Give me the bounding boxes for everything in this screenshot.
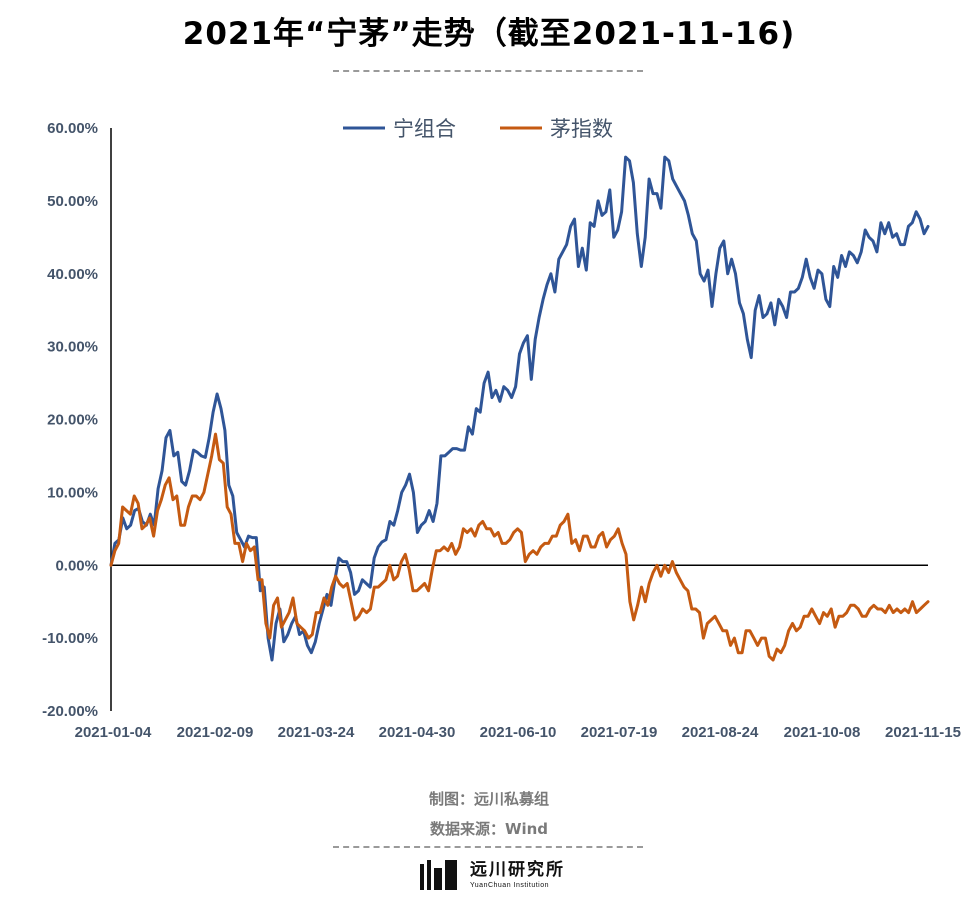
y-tick-label: 10.00% <box>47 484 98 501</box>
y-tick-label: 20.00% <box>47 412 98 429</box>
chart-title: 2021年“宁茅”走势（截至2021-11-16) <box>182 16 796 52</box>
y-tick-label: 50.00% <box>47 193 98 210</box>
title-divider <box>333 70 643 72</box>
x-axis-ticks: 2021-01-04 2021-02-09 2021-03-24 2021-04-30… <box>75 724 961 741</box>
data-source: 数据来源：Wind <box>429 820 549 838</box>
x-tick-label: 2021-01-04 <box>75 724 152 741</box>
footer-divider <box>333 846 643 848</box>
x-tick-label: 2021-07-19 <box>581 724 658 741</box>
x-tick-label: 2021-10-08 <box>784 724 861 741</box>
y-tick-label: 40.00% <box>47 266 98 283</box>
x-tick-label: 2021-08-24 <box>682 724 759 741</box>
series-line-ning <box>109 155 930 662</box>
series-group <box>109 155 930 662</box>
x-tick-label: 2021-03-24 <box>278 724 355 741</box>
y-tick-label: -20.00% <box>42 703 98 720</box>
y-axis-ticks: -20.00% -10.00% 0.00% 10.00% 20.00% 30.00% 40.… <box>42 120 98 720</box>
y-tick-label: 0.00% <box>55 557 98 574</box>
x-tick-label: 2021-02-09 <box>177 724 254 741</box>
x-tick-label: 2021-11-15 <box>885 724 961 741</box>
y-tick-label: -10.00% <box>42 630 98 647</box>
line-chart: -20.00% -10.00% 0.00% 10.00% 20.00% 30.00% 40.… <box>42 117 961 741</box>
logo-subtitle: YuanChuan Institution <box>470 881 549 889</box>
series-line-mao <box>109 432 930 662</box>
logo-mark-icon <box>420 860 460 890</box>
legend-label: 宁组合 <box>393 117 456 141</box>
brand-logo: 远川研究所 YuanChuan Institution <box>420 858 565 892</box>
logo-name: 远川研究所 <box>470 859 565 880</box>
x-tick-label: 2021-04-30 <box>379 724 456 741</box>
author-credit: 制图：远川私募组 <box>428 790 549 808</box>
legend: 宁组合 茅指数 <box>343 117 613 141</box>
x-tick-label: 2021-06-10 <box>480 724 557 741</box>
legend-label: 茅指数 <box>550 117 613 141</box>
y-tick-label: 60.00% <box>47 120 98 137</box>
y-tick-label: 30.00% <box>47 339 98 356</box>
